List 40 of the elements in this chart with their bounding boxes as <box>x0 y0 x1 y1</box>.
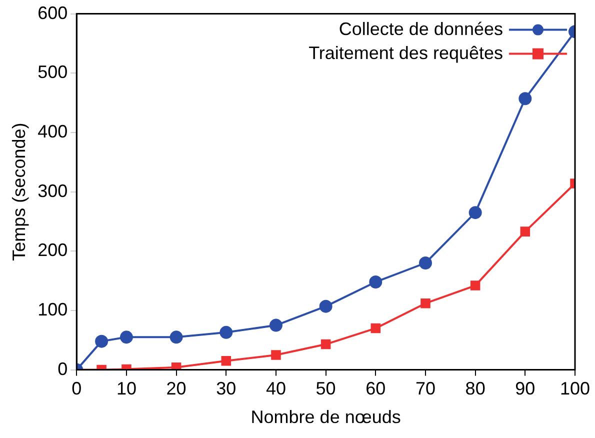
x-tick-label: 90 <box>515 378 536 399</box>
y-axis-title: Temps (seconde) <box>8 122 29 261</box>
point <box>170 330 183 344</box>
point <box>320 339 331 350</box>
point <box>470 280 480 290</box>
y-tick-label: 500 <box>38 62 68 82</box>
y-tick-label: 400 <box>38 121 68 142</box>
y-tick-label: 200 <box>38 240 68 260</box>
point <box>420 298 430 308</box>
y-tick-label: 100 <box>38 299 68 320</box>
point <box>95 334 108 348</box>
x-tick-label: 70 <box>415 378 436 399</box>
point <box>271 350 281 360</box>
x-tick-label: 20 <box>166 378 186 399</box>
point <box>269 318 282 332</box>
point <box>518 92 532 106</box>
x-axis-title: Nombre de nœuds <box>250 407 401 428</box>
point <box>120 330 133 344</box>
point <box>220 326 233 339</box>
x-tick-label: 0 <box>72 378 82 399</box>
y-tick-label: 300 <box>38 180 68 201</box>
x-tick-label: 80 <box>465 378 486 399</box>
point <box>221 356 232 366</box>
point <box>370 323 381 334</box>
point <box>418 256 432 270</box>
y-tick-label: 600 <box>38 2 68 23</box>
x-tick-label: 40 <box>266 378 286 399</box>
x-tick-label: 30 <box>216 378 236 399</box>
x-tick-label: 50 <box>316 378 336 399</box>
point <box>369 275 382 288</box>
point <box>171 362 182 370</box>
x-tick-label: 60 <box>366 378 386 399</box>
x-tick-label: 10 <box>116 378 136 399</box>
point <box>468 206 482 220</box>
x-tick-label: 100 <box>560 378 590 399</box>
y-tick-label: 0 <box>58 358 68 379</box>
legend-label: Traitement des requêtes <box>308 42 503 63</box>
point <box>319 300 332 313</box>
point <box>520 226 530 236</box>
legend-label: Collecte de données <box>338 18 503 39</box>
